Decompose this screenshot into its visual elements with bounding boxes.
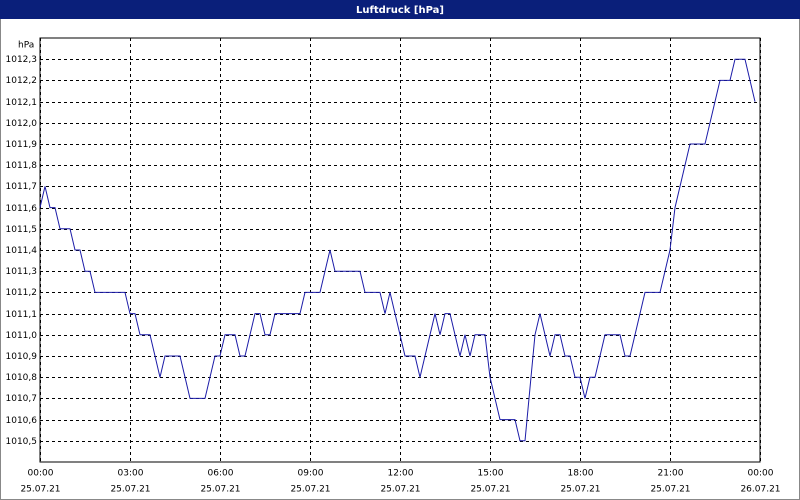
- y-tick-label: 1011,0: [6, 331, 38, 341]
- y-tick-label: 1011,1: [6, 310, 38, 320]
- y-tick-label: 1011,5: [6, 225, 38, 235]
- x-tick-label: 15:00: [478, 469, 504, 479]
- x-tick-label: 00:00: [28, 469, 54, 479]
- chart-title: Luftdruck [hPa]: [356, 5, 444, 16]
- y-tick-label: 1011,7: [6, 182, 38, 192]
- y-tick-label: 1010,9: [6, 352, 38, 362]
- x-tick-label: 12:00: [388, 469, 414, 479]
- x-tick-date: 25.07.21: [380, 485, 420, 495]
- y-tick-label: 1011,6: [6, 204, 38, 214]
- x-tick-date: 25.07.21: [470, 485, 510, 495]
- y-tick-label: 1011,3: [6, 267, 38, 277]
- x-tick-date: 25.07.21: [20, 485, 60, 495]
- x-tick-label: 03:00: [118, 469, 144, 479]
- x-tick-label: 00:00: [748, 469, 774, 479]
- y-unit: hPa: [18, 41, 34, 51]
- x-tick-date: 25.07.21: [290, 485, 330, 495]
- y-tick-label: 1012,0: [6, 119, 38, 129]
- x-tick-label: 21:00: [658, 469, 684, 479]
- title-bar: [0, 0, 800, 19]
- y-tick-label: 1010,6: [6, 416, 38, 426]
- y-tick-label: 1010,8: [6, 373, 38, 383]
- data-line: [39, 58, 756, 442]
- x-tick-label: 18:00: [568, 469, 594, 479]
- x-tick-date: 25.07.21: [560, 485, 600, 495]
- y-tick-label: 1011,2: [6, 288, 38, 298]
- x-tick-date: 25.07.21: [200, 485, 240, 495]
- x-tick-date: 25.07.21: [650, 485, 690, 495]
- y-tick-label: 1011,9: [6, 140, 38, 150]
- x-tick-date: 26.07.21: [740, 485, 780, 495]
- y-tick-label: 1011,8: [6, 161, 38, 171]
- y-tick-label: 1010,7: [6, 394, 38, 404]
- y-tick-label: 1011,4: [6, 246, 38, 256]
- x-tick-label: 06:00: [208, 469, 234, 479]
- y-tick-label: 1012,1: [6, 98, 38, 108]
- x-tick-date: 25.07.21: [110, 485, 150, 495]
- y-tick-label: 1012,3: [6, 55, 38, 65]
- x-tick-label: 09:00: [298, 469, 324, 479]
- y-tick-label: 1012,2: [6, 76, 38, 86]
- y-tick-label: 1010,5: [6, 437, 38, 447]
